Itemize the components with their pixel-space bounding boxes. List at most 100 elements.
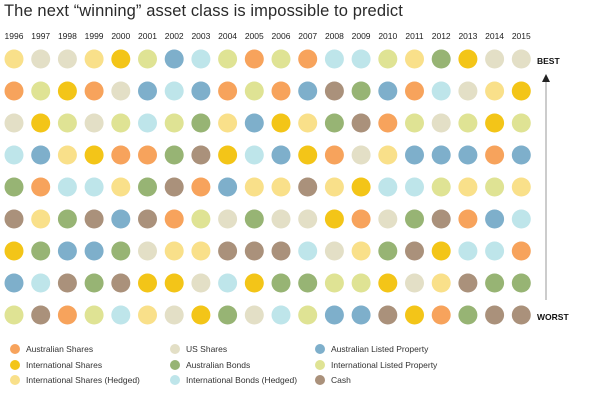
dot-2002-rank-8 bbox=[164, 273, 184, 293]
dot-2015-rank-8 bbox=[511, 273, 531, 293]
dot-1996-rank-9 bbox=[4, 305, 24, 325]
year-label: 2003 bbox=[191, 31, 210, 41]
year-label: 1998 bbox=[58, 31, 77, 41]
dot-2014-rank-8 bbox=[485, 273, 505, 293]
dot-1996-rank-2 bbox=[4, 81, 24, 101]
dot-2013-rank-5 bbox=[458, 177, 478, 197]
year-label: 2010 bbox=[378, 31, 397, 41]
dot-2006-rank-1 bbox=[271, 49, 291, 69]
dot-2013-rank-9 bbox=[458, 305, 478, 325]
dot-2000-rank-6 bbox=[111, 209, 131, 229]
dot-2001-rank-3 bbox=[138, 113, 157, 133]
dot-matrix-chart: 1996 1997 1998 1999 2000 2001 2002 2003 2004 2005… bbox=[4, 31, 569, 325]
dot-2007-rank-2 bbox=[298, 81, 318, 101]
dot-2005-rank-1 bbox=[244, 49, 264, 69]
year-label: 1996 bbox=[5, 31, 24, 41]
dot-2003-rank-2 bbox=[191, 81, 211, 101]
dot-2006-rank-4 bbox=[271, 145, 291, 165]
year-label: 2008 bbox=[325, 31, 344, 41]
best-label: BEST bbox=[537, 56, 560, 66]
dot-2011-rank-2 bbox=[405, 81, 424, 101]
dot-2008-rank-4 bbox=[324, 145, 344, 165]
dot-2001-rank-2 bbox=[138, 81, 157, 101]
dot-2004-rank-5 bbox=[218, 177, 238, 197]
dot-2007-rank-9 bbox=[298, 305, 318, 325]
legend-swatch bbox=[10, 360, 20, 370]
dot-2002-rank-1 bbox=[164, 49, 184, 69]
dot-2015-rank-3 bbox=[511, 113, 531, 133]
dot-2010-rank-6 bbox=[378, 209, 398, 229]
dot-2009-rank-5 bbox=[351, 177, 371, 197]
dot-2002-rank-2 bbox=[164, 81, 184, 101]
dot-2003-rank-1 bbox=[191, 49, 211, 69]
dot-2000-rank-2 bbox=[111, 81, 131, 101]
dot-2008-rank-3 bbox=[324, 113, 344, 133]
dot-1998-rank-3 bbox=[57, 113, 77, 133]
dot-1999-rank-7 bbox=[84, 241, 104, 261]
legend-label: Australian Listed Property bbox=[331, 344, 429, 354]
dot-1998-rank-2 bbox=[57, 81, 77, 101]
dot-2015-rank-1 bbox=[511, 49, 531, 69]
dot-2011-rank-4 bbox=[405, 145, 424, 165]
dot-2003-rank-8 bbox=[191, 273, 211, 293]
dot-1997-rank-9 bbox=[31, 305, 51, 325]
dot-1996-rank-8 bbox=[4, 273, 24, 293]
dot-2004-rank-7 bbox=[218, 241, 238, 261]
dot-2013-rank-4 bbox=[458, 145, 478, 165]
dot-2014-rank-2 bbox=[485, 81, 505, 101]
dot-1998-rank-9 bbox=[57, 305, 77, 325]
legend-swatch bbox=[170, 360, 180, 370]
dot-2003-rank-6 bbox=[191, 209, 211, 229]
dot-2012-rank-7 bbox=[431, 241, 451, 261]
dot-2009-rank-3 bbox=[351, 113, 371, 133]
dot-2014-rank-5 bbox=[485, 177, 505, 197]
dot-1998-rank-6 bbox=[57, 209, 77, 229]
dot-1997-rank-7 bbox=[31, 241, 51, 261]
dot-2014-rank-4 bbox=[485, 145, 505, 165]
dot-2009-rank-8 bbox=[351, 273, 371, 293]
dot-2008-rank-7 bbox=[324, 241, 344, 261]
ranking-dots bbox=[4, 49, 531, 325]
dot-2013-rank-1 bbox=[458, 49, 478, 69]
dot-2005-rank-9 bbox=[244, 305, 264, 325]
dot-1998-rank-5 bbox=[57, 177, 77, 197]
dot-1996-rank-5 bbox=[4, 177, 24, 197]
year-label: 2013 bbox=[458, 31, 477, 41]
dot-2003-rank-7 bbox=[191, 241, 211, 261]
dot-2012-rank-8 bbox=[431, 273, 451, 293]
dot-1997-rank-5 bbox=[31, 177, 51, 197]
dot-2007-rank-8 bbox=[298, 273, 318, 293]
year-label: 2004 bbox=[218, 31, 237, 41]
legend-swatch bbox=[10, 344, 20, 354]
legend-swatch bbox=[315, 344, 325, 354]
dot-2006-rank-9 bbox=[271, 305, 291, 325]
dot-2007-rank-5 bbox=[298, 177, 318, 197]
dot-2013-rank-3 bbox=[458, 113, 478, 133]
dot-2004-rank-9 bbox=[218, 305, 238, 325]
dot-2011-rank-1 bbox=[405, 49, 424, 69]
legend-label: International Bonds (Hedged) bbox=[186, 375, 298, 385]
dot-2000-rank-8 bbox=[111, 273, 131, 293]
dot-2002-rank-7 bbox=[164, 241, 184, 261]
legend-item: Cash bbox=[315, 375, 351, 385]
dot-1999-rank-5 bbox=[84, 177, 104, 197]
dot-2008-rank-9 bbox=[324, 305, 344, 325]
year-label: 2002 bbox=[165, 31, 184, 41]
legend-item: Australian Bonds bbox=[170, 360, 250, 370]
legend-swatch bbox=[10, 375, 20, 385]
dot-2010-rank-8 bbox=[378, 273, 398, 293]
year-label: 2012 bbox=[432, 31, 451, 41]
dot-1999-rank-2 bbox=[84, 81, 104, 101]
dot-2005-rank-3 bbox=[244, 113, 264, 133]
dot-2004-rank-8 bbox=[218, 273, 238, 293]
dot-1998-rank-8 bbox=[57, 273, 77, 293]
dot-2002-rank-3 bbox=[164, 113, 184, 133]
dot-2006-rank-8 bbox=[271, 273, 291, 293]
dot-2015-rank-6 bbox=[511, 209, 531, 229]
dot-2003-rank-4 bbox=[191, 145, 211, 165]
dot-2014-rank-7 bbox=[485, 241, 505, 261]
dot-2011-rank-5 bbox=[405, 177, 424, 197]
legend-label: International Shares (Hedged) bbox=[26, 375, 140, 385]
dot-2010-rank-7 bbox=[378, 241, 398, 261]
dot-2003-rank-3 bbox=[191, 113, 211, 133]
